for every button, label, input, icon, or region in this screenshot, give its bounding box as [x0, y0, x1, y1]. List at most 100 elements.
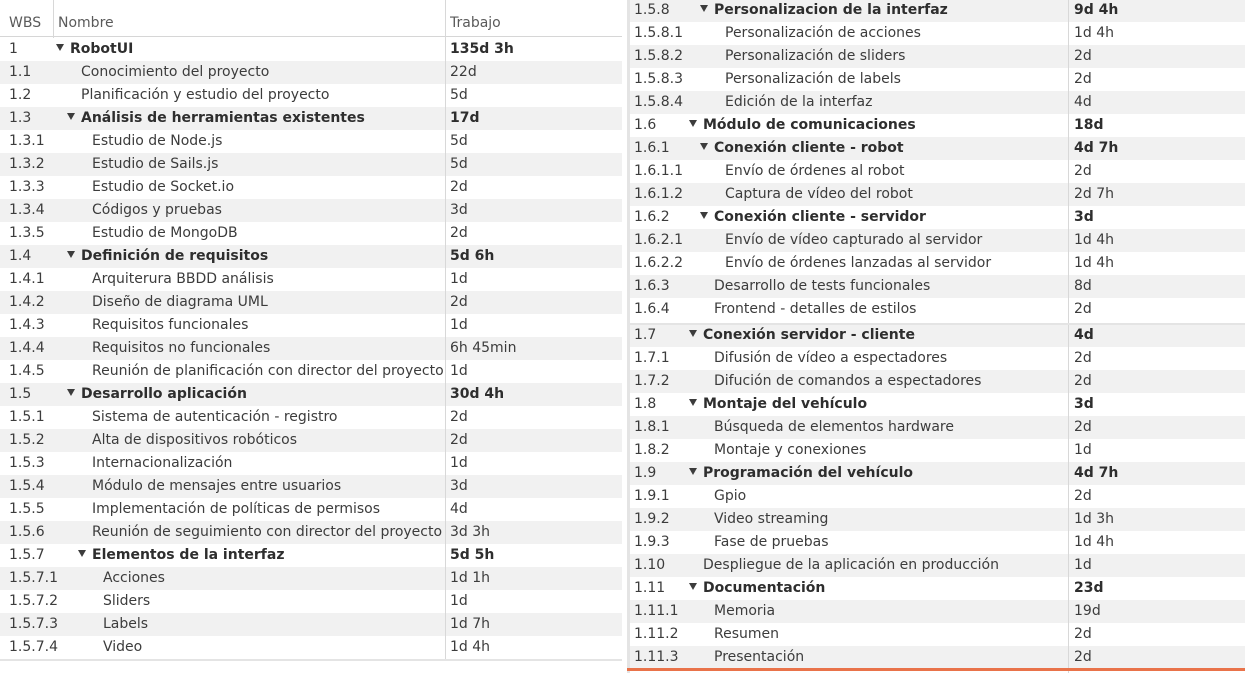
task-row[interactable]: 1.5.8.1 Personalización de acciones 1d 4h — [627, 22, 1245, 45]
task-row[interactable]: 1.5.5 Implementación de políticas de perm… — [0, 498, 622, 521]
task-row[interactable]: 1.5.8.2 Personalización de sliders 2d — [627, 45, 1245, 68]
task-row[interactable]: 1.6.3 Desarrollo de tests funcionales 8d — [627, 275, 1245, 298]
task-row[interactable]: 1.7.2 Difución de comandos a espectadores… — [627, 370, 1245, 393]
collapse-triangle-icon[interactable] — [56, 44, 64, 51]
column-header-name[interactable]: Nombre — [58, 15, 114, 31]
task-row[interactable]: 1.5.1 Sistema de autenticación - registro… — [0, 406, 622, 429]
collapse-triangle-icon[interactable] — [67, 113, 75, 120]
task-row[interactable]: 1.11.3 Presentación 2d — [627, 646, 1245, 669]
task-row[interactable]: 1.11.2 Resumen 2d — [627, 623, 1245, 646]
task-name-text: Diseño de diagrama UML — [92, 294, 268, 310]
task-row[interactable]: 1.11.1 Memoria 19d — [627, 600, 1245, 623]
task-name-text: Acciones — [103, 570, 165, 586]
collapse-triangle-icon[interactable] — [689, 330, 697, 337]
task-name: Elementos de la interfaz — [78, 544, 284, 567]
task-name: Estudio de Node.js — [92, 130, 222, 153]
task-wbs: 1.9.2 — [634, 511, 670, 527]
task-row[interactable]: 1.8 Montaje del vehículo 3d — [627, 393, 1245, 416]
column-divider[interactable] — [445, 0, 446, 661]
column-divider[interactable] — [1068, 0, 1069, 673]
collapse-triangle-icon[interactable] — [67, 389, 75, 396]
task-row[interactable]: 1.5.6 Reunión de seguimiento con director… — [0, 521, 622, 544]
task-work: 1d — [450, 317, 468, 333]
task-wbs: 1.4.3 — [9, 317, 45, 333]
collapse-triangle-icon[interactable] — [700, 212, 708, 219]
task-wbs: 1.6.3 — [634, 278, 670, 294]
task-row[interactable]: 1.6.2 Conexión cliente - servidor 3d — [627, 206, 1245, 229]
task-row[interactable]: 1.5.7.1 Acciones 1d 1h — [0, 567, 622, 590]
task-row[interactable]: 1.5.2 Alta de dispositivos robóticos 2d — [0, 429, 622, 452]
task-row[interactable]: 1.6.1.1 Envío de órdenes al robot 2d — [627, 160, 1245, 183]
task-row[interactable]: 1.3.4 Códigos y pruebas 3d — [0, 199, 622, 222]
task-name-text: Personalización de labels — [725, 71, 901, 87]
task-row[interactable]: 1.7.1 Difusión de vídeo a espectadores 2d — [627, 347, 1245, 370]
task-row[interactable]: 1.5.3 Internacionalización 1d — [0, 452, 622, 475]
task-row[interactable]: 1.5.8.3 Personalización de labels 2d — [627, 68, 1245, 91]
collapse-triangle-icon[interactable] — [689, 399, 697, 406]
task-wbs: 1.5.7 — [9, 547, 45, 563]
task-row[interactable]: 1.5.7.3 Labels 1d 7h — [0, 613, 622, 636]
task-name-text: Conexión cliente - robot — [714, 140, 904, 156]
task-row[interactable]: 1.1 Conocimiento del proyecto 22d — [0, 61, 622, 84]
task-row[interactable]: 1.9.1 Gpio 2d — [627, 485, 1245, 508]
task-row[interactable]: 1.8.2 Montaje y conexiones 1d — [627, 439, 1245, 462]
task-row[interactable]: 1.3.5 Estudio de MongoDB 2d — [0, 222, 622, 245]
task-row[interactable]: 1.5.7.2 Sliders 1d — [0, 590, 622, 613]
task-row[interactable]: 1.4 Definición de requisitos 5d 6h — [0, 245, 622, 268]
task-wbs: 1.5.8.4 — [634, 94, 683, 110]
collapse-triangle-icon[interactable] — [689, 583, 697, 590]
task-row[interactable]: 1.4.4 Requisitos no funcionales 6h 45min — [0, 337, 622, 360]
task-row[interactable]: 1.2 Planificación y estudio del proyecto 5… — [0, 84, 622, 107]
task-row[interactable]: 1.5 Desarrollo aplicación 30d 4h — [0, 383, 622, 406]
task-wbs: 1.7 — [634, 327, 657, 343]
task-row[interactable]: 1.5.4 Módulo de mensajes entre usuarios 3d — [0, 475, 622, 498]
task-row[interactable]: 1.7 Conexión servidor - cliente 4d — [627, 324, 1245, 347]
task-row[interactable]: 1.5.8.4 Edición de la interfaz 4d — [627, 91, 1245, 114]
task-row[interactable]: 1.5.8 Personalizacion de la interfaz 9d 4h — [627, 0, 1245, 22]
task-row[interactable]: 1.3 Análisis de herramientas existentes 17… — [0, 107, 622, 130]
task-wbs: 1.5.7.2 — [9, 593, 58, 609]
task-row[interactable]: 1.4.2 Diseño de diagrama UML 2d — [0, 291, 622, 314]
task-row[interactable]: 1.3.2 Estudio de Sails.js 5d — [0, 153, 622, 176]
collapse-triangle-icon[interactable] — [700, 143, 708, 150]
task-name-text: Montaje del vehículo — [703, 396, 868, 412]
task-work: 19d — [1074, 603, 1101, 619]
task-row[interactable]: 1.6.1.2 Captura de vídeo del robot 2d 7h — [627, 183, 1245, 206]
task-row[interactable]: 1.9 Programación del vehículo 4d 7h — [627, 462, 1245, 485]
task-row[interactable]: 1.8.1 Búsqueda de elementos hardware 2d — [627, 416, 1245, 439]
task-row[interactable]: 1.5.7.4 Video 1d 4h — [0, 636, 622, 659]
collapse-triangle-icon[interactable] — [67, 251, 75, 258]
task-name: Documentación — [689, 577, 825, 600]
task-row[interactable]: 1.6.1 Conexión cliente - robot 4d 7h — [627, 137, 1245, 160]
column-divider[interactable] — [53, 0, 54, 38]
task-row[interactable]: 1.6.4 Frontend - detalles de estilos 2d — [627, 298, 1245, 321]
task-row[interactable]: 1.11 Documentación 23d — [627, 577, 1245, 600]
task-work: 3d — [450, 478, 468, 494]
task-row[interactable]: 1.6 Módulo de comunicaciones 18d — [627, 114, 1245, 137]
task-row[interactable]: 1.9.3 Fase de pruebas 1d 4h — [627, 531, 1245, 554]
collapse-triangle-icon[interactable] — [700, 5, 708, 12]
task-work: 4d 7h — [1074, 140, 1119, 156]
task-wbs: 1.6.2 — [634, 209, 670, 225]
task-row[interactable]: 1.3.1 Estudio de Node.js 5d — [0, 130, 622, 153]
task-wbs: 1.4.2 — [9, 294, 45, 310]
task-name-text: Implementación de políticas de permisos — [92, 501, 381, 517]
task-row[interactable]: 1.4.3 Requisitos funcionales 1d — [0, 314, 622, 337]
collapse-triangle-icon[interactable] — [78, 550, 86, 557]
task-row[interactable]: 1.3.3 Estudio de Socket.io 2d — [0, 176, 622, 199]
task-row[interactable]: 1 RobotUI 135d 3h — [0, 38, 622, 61]
column-header-work[interactable]: Trabajo — [450, 15, 501, 31]
task-row[interactable]: 1.6.2.2 Envío de órdenes lanzadas al serv… — [627, 252, 1245, 275]
collapse-triangle-icon[interactable] — [689, 120, 697, 127]
task-row[interactable]: 1.4.1 Arquiterura BBDD análisis 1d — [0, 268, 622, 291]
collapse-triangle-icon[interactable] — [689, 468, 697, 475]
task-row[interactable]: 1.4.5 Reunión de planificación con direct… — [0, 360, 622, 383]
task-work: 1d 4h — [1074, 25, 1115, 41]
task-row[interactable]: 1.6.2.1 Envío de vídeo capturado al servi… — [627, 229, 1245, 252]
task-row[interactable]: 1.5.7 Elementos de la interfaz 5d 5h — [0, 544, 622, 567]
column-header-wbs[interactable]: WBS — [9, 15, 42, 31]
task-name: Módulo de mensajes entre usuarios — [92, 475, 341, 498]
task-row[interactable]: 1.10 Despliegue de la aplicación en produ… — [627, 554, 1245, 577]
task-row[interactable]: 1.9.2 Video streaming 1d 3h — [627, 508, 1245, 531]
task-wbs: 1.5.8.3 — [634, 71, 683, 87]
